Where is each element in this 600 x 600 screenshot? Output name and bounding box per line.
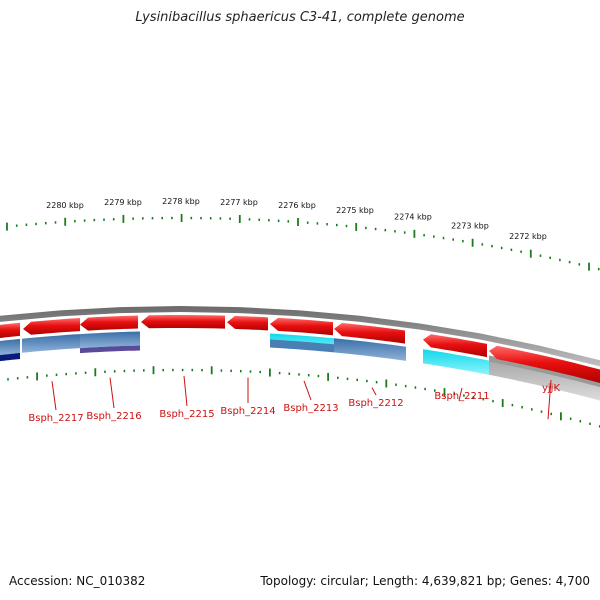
gene-label: Bsph_2216 (86, 411, 141, 422)
feature-navy (0, 352, 20, 362)
accession-text: Accession: NC_010382 (9, 574, 146, 588)
gene-track (0, 315, 600, 383)
gene-arrow (23, 318, 80, 335)
gene-label: yjjK (542, 383, 560, 394)
kbp-label: 2274 kbp (394, 213, 432, 222)
feature-gray (489, 360, 600, 401)
gene-leader-line (458, 387, 463, 401)
feature-blue-sub (270, 339, 334, 353)
gene-arrow (489, 345, 600, 383)
feature-blue (80, 331, 140, 349)
gene-arrow (80, 315, 138, 331)
gene-label: Bsph_2212 (348, 398, 403, 409)
map-title: Lysinibacillus sphaericus C3-41, complet… (135, 10, 465, 25)
genome-backbone (0, 306, 600, 367)
gene-arrow (141, 315, 225, 329)
gene-labels: Bsph_2217 Bsph_2216 Bsph_2215 Bsph_2214 Bsph… (28, 375, 560, 424)
gene-label: Bsph_2214 (220, 406, 275, 417)
gene-arrow (334, 323, 405, 344)
gene-leader-line (371, 387, 377, 396)
gene-label: Bsph_2213 (283, 403, 338, 414)
kbp-label: 2279 kbp (104, 198, 142, 207)
feature-cyan (423, 349, 489, 375)
feature-blue (334, 338, 406, 361)
feature-track (0, 331, 600, 401)
feature-purple (80, 345, 140, 354)
gene-leader-line (51, 381, 57, 411)
feature-blue (22, 334, 80, 353)
feature-blue (0, 338, 20, 356)
kbp-label: 2272 kbp (509, 232, 547, 241)
gene-label: Bsph_2215 (159, 409, 214, 420)
gene-leader-line (303, 380, 312, 401)
gene-label: Bsph_2211 (434, 391, 489, 402)
gene-arrow (227, 315, 268, 331)
kbp-label: 2275 kbp (336, 206, 374, 215)
gene-leader-line (109, 377, 115, 409)
gene-leader-line (547, 379, 552, 420)
kbp-label: 2276 kbp (278, 201, 316, 210)
kbp-label: 2277 kbp (220, 198, 258, 207)
feature-gray-sub (489, 355, 600, 388)
gene-label: Bsph_2217 (28, 413, 83, 424)
gene-leader-line (183, 375, 188, 407)
gene-arrow (270, 317, 333, 336)
kbp-scale: 2280 kbp 2279 kbp 2278 kbp 2277 kbp 2276 kbp… (46, 197, 547, 241)
kbp-label: 2278 kbp (162, 197, 200, 206)
kbp-tick-track (6, 214, 600, 271)
gene-arrow (423, 334, 487, 358)
gene-arrow (0, 322, 20, 338)
kbp-label: 2273 kbp (451, 221, 489, 230)
genome-summary-text: Topology: circular; Length: 4,639,821 bp… (260, 574, 590, 588)
lower-tick-track (7, 366, 600, 428)
backbone-band (0, 306, 600, 367)
kbp-label: 2280 kbp (46, 201, 84, 210)
